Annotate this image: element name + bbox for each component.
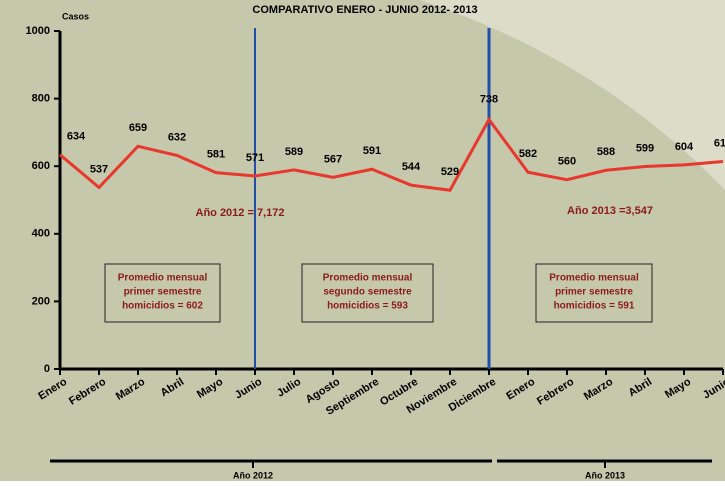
chart-title: COMPARATIVO ENERO - JUNIO 2012- 2013 bbox=[252, 4, 477, 16]
average-box-text: segundo semestre bbox=[323, 287, 412, 298]
average-box-text: primer semestre bbox=[124, 287, 202, 298]
average-box bbox=[301, 263, 434, 323]
y-tick-label: 600 bbox=[32, 160, 50, 172]
group-label: Año 2012 bbox=[233, 470, 273, 480]
y-tick-label: 800 bbox=[32, 93, 50, 105]
data-label: 634 bbox=[67, 131, 86, 143]
data-label: 581 bbox=[207, 149, 225, 161]
average-box bbox=[535, 263, 653, 323]
data-label: 738 bbox=[480, 93, 498, 105]
background-highlight bbox=[420, 0, 725, 190]
average-box-text: Promedio mensual bbox=[118, 273, 208, 284]
data-label: 632 bbox=[168, 131, 186, 143]
y-tick-label: 1000 bbox=[26, 25, 50, 37]
y-tick-label: 0 bbox=[44, 363, 50, 375]
average-box-text: primer semestre bbox=[555, 287, 633, 298]
data-label: 567 bbox=[324, 153, 342, 165]
average-box-text: homicidios = 591 bbox=[554, 301, 635, 312]
average-box-text: homicidios = 602 bbox=[122, 301, 203, 312]
data-label: 537 bbox=[90, 163, 108, 175]
average-box-text: homicidios = 593 bbox=[327, 301, 408, 312]
data-label: 604 bbox=[675, 141, 694, 153]
annotation: Año 2012 = 7,172 bbox=[196, 207, 285, 219]
data-label: 614 bbox=[714, 137, 725, 149]
data-label: 659 bbox=[129, 122, 147, 134]
average-box-text: Promedio mensual bbox=[323, 273, 413, 284]
average-box bbox=[104, 263, 221, 323]
group-label: Año 2013 bbox=[585, 470, 625, 480]
line bbox=[59, 116, 724, 192]
annotation: Año 2013 =3,547 bbox=[567, 205, 653, 217]
y-axis-label: Casos bbox=[62, 11, 89, 21]
average-box-text: Promedio mensual bbox=[549, 273, 639, 284]
data-label: 591 bbox=[363, 145, 381, 157]
data-label: 582 bbox=[519, 148, 537, 160]
data-label: 571 bbox=[246, 152, 264, 164]
data-label: 529 bbox=[441, 166, 459, 178]
data-label: 544 bbox=[402, 161, 421, 173]
y-tick-label: 400 bbox=[32, 228, 50, 240]
data-label: 589 bbox=[285, 146, 303, 158]
data-label: 588 bbox=[597, 146, 615, 158]
data-label: 599 bbox=[636, 142, 654, 154]
y-tick-label: 200 bbox=[32, 295, 50, 307]
data-label: 560 bbox=[558, 156, 576, 168]
